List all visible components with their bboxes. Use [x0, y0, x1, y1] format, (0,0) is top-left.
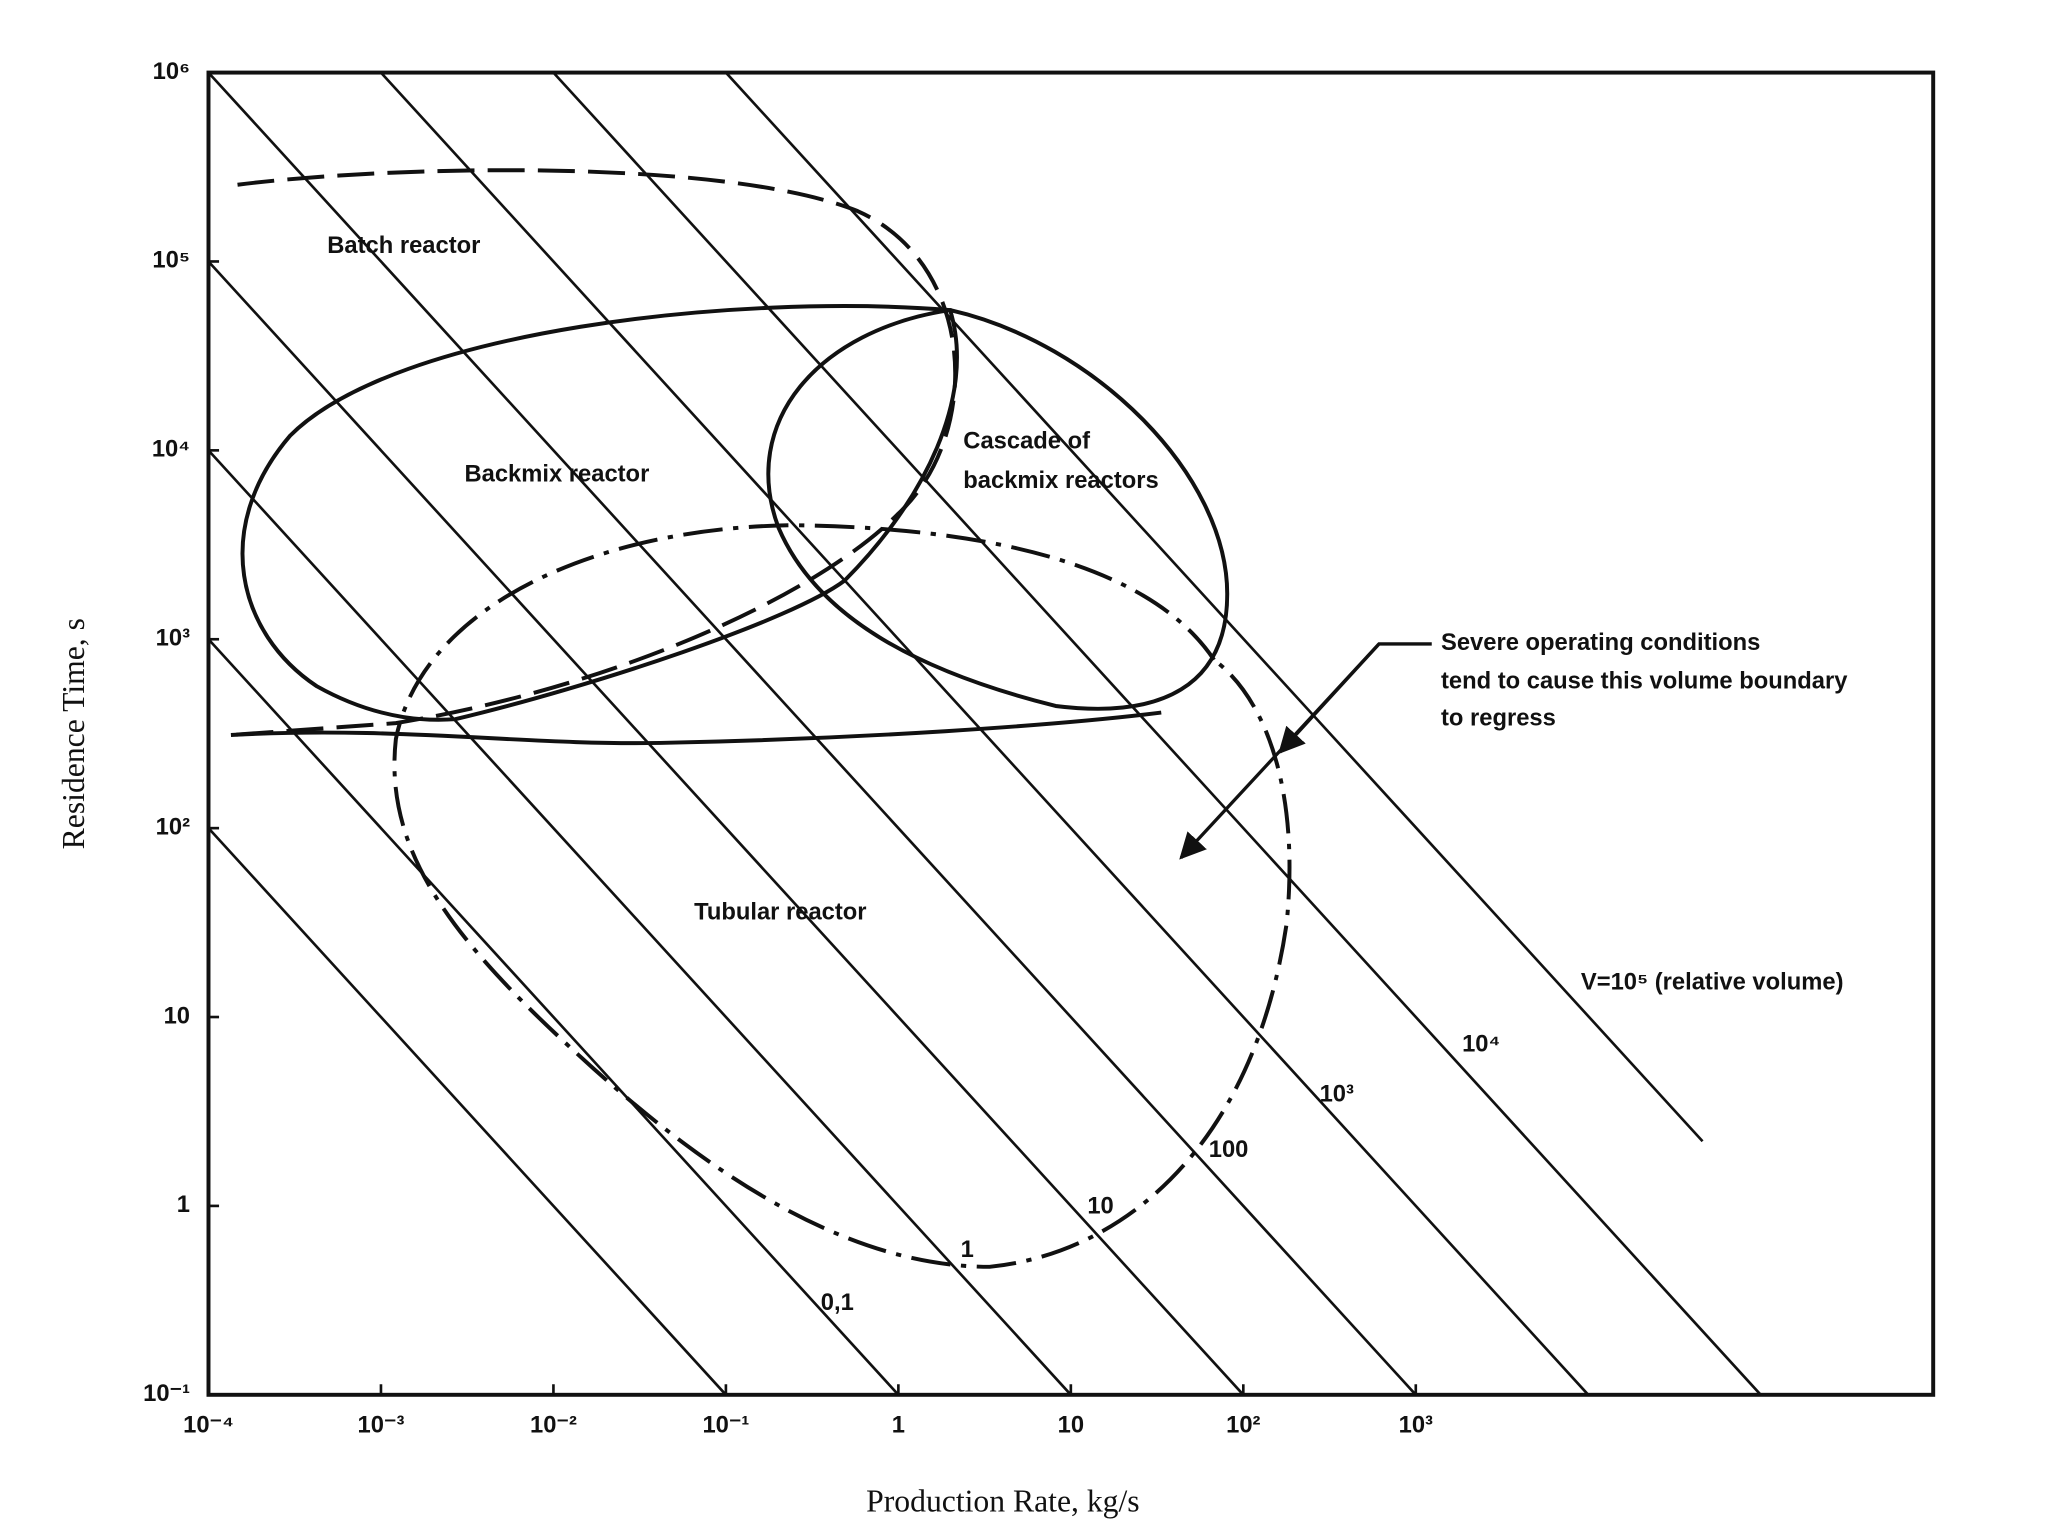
region-label: Cascade of [963, 427, 1090, 454]
iso-volume-line [724, 71, 1704, 1143]
x-tick-label: 10³ [1399, 1412, 1433, 1439]
x-tick-label: 10² [1226, 1412, 1260, 1439]
line-label: 100 [1209, 1136, 1249, 1163]
iso-volume-line [207, 638, 900, 1396]
x-tick-label: 1 [892, 1412, 905, 1439]
backmix-region [240, 304, 959, 722]
marks [207, 71, 1762, 1396]
iso-volume-line [207, 827, 727, 1396]
x-axis-title: Production Rate, kg/s [866, 1484, 1139, 1519]
iso-volume-line [207, 449, 1072, 1396]
x-tick-label: 10 [1058, 1412, 1084, 1439]
y-tick-label: 10 [164, 1002, 190, 1029]
region-label: Tubular reactor [694, 898, 866, 925]
y-tick-label: 10³ [156, 625, 190, 652]
y-tick-label: 10⁵ [152, 247, 190, 274]
y-tick-label: 10⁻¹ [143, 1380, 190, 1407]
line-label: 1 [961, 1236, 974, 1263]
iso-volume-line [207, 71, 1417, 1396]
line-label: 10 [1087, 1193, 1113, 1220]
annotation: Severe operating conditions [1441, 629, 1760, 656]
region-boundary [230, 710, 1162, 746]
y-axis-title: Residence Time, s [56, 618, 91, 849]
x-tick-label: 10⁻² [530, 1412, 577, 1439]
tubular-region [392, 523, 1292, 1269]
region-label: backmix reactors [963, 467, 1158, 494]
line-label: 10⁴ [1462, 1030, 1500, 1057]
iso-volume-line [552, 71, 1762, 1396]
region-label: Batch reactor [327, 232, 480, 259]
y-tick-label: 1 [177, 1191, 190, 1218]
y-tick-label: 10⁴ [152, 436, 190, 463]
y-tick-label: 10⁶ [153, 58, 190, 85]
annotation: tend to cause this volume boundary [1441, 668, 1848, 695]
y-tick-label: 10² [156, 813, 190, 840]
line-label: 10³ [1320, 1081, 1354, 1108]
x-tick-label: 10⁻¹ [702, 1412, 749, 1439]
annotation-arrow [1278, 642, 1381, 755]
x-tick-label: 10⁻⁴ [183, 1412, 234, 1439]
annotation-arrow [1179, 642, 1432, 860]
region-label: Backmix reactor [464, 460, 649, 487]
iso-volume-line [207, 260, 1245, 1396]
line-label: V=10⁵ (relative volume) [1581, 968, 1844, 995]
iso-volume-line [379, 71, 1590, 1396]
annotation: to regress [1441, 704, 1556, 731]
batch-region [230, 168, 958, 737]
line-label: 0,1 [821, 1289, 854, 1316]
cascade-region [766, 308, 1230, 711]
x-tick-label: 10⁻³ [358, 1412, 405, 1439]
